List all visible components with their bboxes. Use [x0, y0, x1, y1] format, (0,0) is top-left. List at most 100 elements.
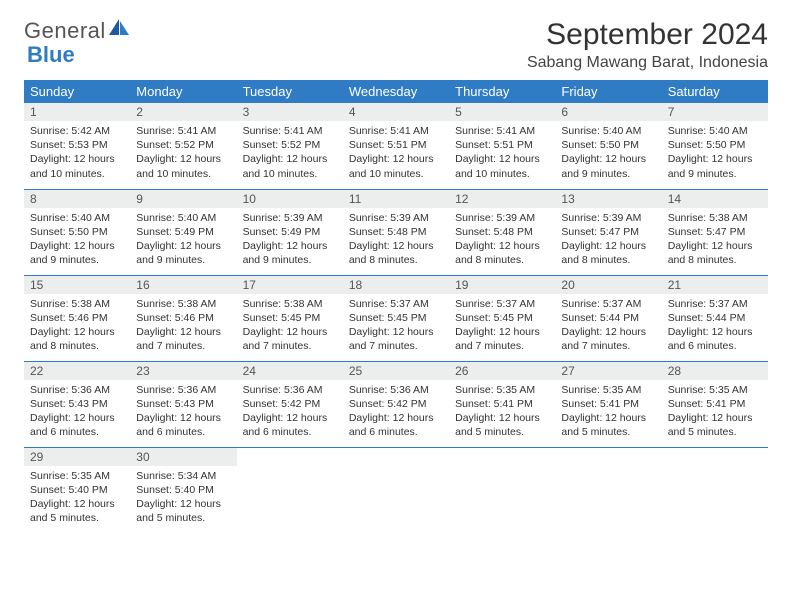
header: General September 2024 Sabang Mawang Bar…: [24, 18, 768, 72]
day-number: 18: [343, 276, 449, 294]
calendar-day-cell: 21Sunrise: 5:37 AMSunset: 5:44 PMDayligh…: [662, 275, 768, 361]
logo-text-1: General: [24, 18, 106, 44]
day-details: Sunrise: 5:36 AMSunset: 5:43 PMDaylight:…: [24, 380, 130, 444]
weekday-header: Monday: [130, 80, 236, 103]
calendar-week-row: 22Sunrise: 5:36 AMSunset: 5:43 PMDayligh…: [24, 361, 768, 447]
day-details: Sunrise: 5:40 AMSunset: 5:50 PMDaylight:…: [662, 121, 768, 185]
day-details: Sunrise: 5:38 AMSunset: 5:47 PMDaylight:…: [662, 208, 768, 272]
day-details: Sunrise: 5:40 AMSunset: 5:50 PMDaylight:…: [24, 208, 130, 272]
day-number: 5: [449, 103, 555, 121]
calendar-day-cell: 25Sunrise: 5:36 AMSunset: 5:42 PMDayligh…: [343, 361, 449, 447]
day-number: 6: [555, 103, 661, 121]
day-number: 9: [130, 190, 236, 208]
day-number: 11: [343, 190, 449, 208]
day-details: Sunrise: 5:41 AMSunset: 5:52 PMDaylight:…: [237, 121, 343, 185]
day-details: Sunrise: 5:37 AMSunset: 5:45 PMDaylight:…: [449, 294, 555, 358]
calendar-day-cell: 8Sunrise: 5:40 AMSunset: 5:50 PMDaylight…: [24, 189, 130, 275]
calendar-day-cell: 23Sunrise: 5:36 AMSunset: 5:43 PMDayligh…: [130, 361, 236, 447]
calendar-day-cell: 17Sunrise: 5:38 AMSunset: 5:45 PMDayligh…: [237, 275, 343, 361]
day-details: Sunrise: 5:42 AMSunset: 5:53 PMDaylight:…: [24, 121, 130, 185]
calendar-day-cell: 19Sunrise: 5:37 AMSunset: 5:45 PMDayligh…: [449, 275, 555, 361]
day-details: Sunrise: 5:35 AMSunset: 5:40 PMDaylight:…: [24, 466, 130, 530]
day-number: 15: [24, 276, 130, 294]
location: Sabang Mawang Barat, Indonesia: [527, 54, 768, 72]
day-number: 27: [555, 362, 661, 380]
day-number: 17: [237, 276, 343, 294]
weekday-header: Thursday: [449, 80, 555, 103]
calendar-day-cell: ..: [662, 447, 768, 533]
calendar-day-cell: 20Sunrise: 5:37 AMSunset: 5:44 PMDayligh…: [555, 275, 661, 361]
calendar-day-cell: 2Sunrise: 5:41 AMSunset: 5:52 PMDaylight…: [130, 103, 236, 189]
day-number: 1: [24, 103, 130, 121]
calendar-day-cell: 7Sunrise: 5:40 AMSunset: 5:50 PMDaylight…: [662, 103, 768, 189]
day-number: 26: [449, 362, 555, 380]
calendar-day-cell: 15Sunrise: 5:38 AMSunset: 5:46 PMDayligh…: [24, 275, 130, 361]
calendar-day-cell: 22Sunrise: 5:36 AMSunset: 5:43 PMDayligh…: [24, 361, 130, 447]
day-details: Sunrise: 5:38 AMSunset: 5:45 PMDaylight:…: [237, 294, 343, 358]
day-number: 10: [237, 190, 343, 208]
calendar-week-row: 15Sunrise: 5:38 AMSunset: 5:46 PMDayligh…: [24, 275, 768, 361]
day-details: Sunrise: 5:40 AMSunset: 5:49 PMDaylight:…: [130, 208, 236, 272]
day-details: Sunrise: 5:38 AMSunset: 5:46 PMDaylight:…: [24, 294, 130, 358]
day-number: 23: [130, 362, 236, 380]
weekday-header: Friday: [555, 80, 661, 103]
calendar-day-cell: 9Sunrise: 5:40 AMSunset: 5:49 PMDaylight…: [130, 189, 236, 275]
day-number: 16: [130, 276, 236, 294]
calendar-day-cell: 5Sunrise: 5:41 AMSunset: 5:51 PMDaylight…: [449, 103, 555, 189]
weekday-header: Sunday: [24, 80, 130, 103]
day-details: Sunrise: 5:41 AMSunset: 5:51 PMDaylight:…: [449, 121, 555, 185]
day-details: Sunrise: 5:39 AMSunset: 5:47 PMDaylight:…: [555, 208, 661, 272]
calendar-day-cell: 11Sunrise: 5:39 AMSunset: 5:48 PMDayligh…: [343, 189, 449, 275]
day-details: Sunrise: 5:37 AMSunset: 5:45 PMDaylight:…: [343, 294, 449, 358]
calendar-day-cell: 13Sunrise: 5:39 AMSunset: 5:47 PMDayligh…: [555, 189, 661, 275]
month-title: September 2024: [527, 18, 768, 52]
day-number: 8: [24, 190, 130, 208]
day-number: 24: [237, 362, 343, 380]
day-details: Sunrise: 5:41 AMSunset: 5:51 PMDaylight:…: [343, 121, 449, 185]
calendar-day-cell: ..: [343, 447, 449, 533]
day-number: 21: [662, 276, 768, 294]
day-number: 12: [449, 190, 555, 208]
day-number: 28: [662, 362, 768, 380]
logo-sail-icon: [108, 18, 130, 36]
logo: General: [24, 18, 130, 44]
calendar-day-cell: 27Sunrise: 5:35 AMSunset: 5:41 PMDayligh…: [555, 361, 661, 447]
calendar-day-cell: 6Sunrise: 5:40 AMSunset: 5:50 PMDaylight…: [555, 103, 661, 189]
day-number: 4: [343, 103, 449, 121]
day-number: 7: [662, 103, 768, 121]
day-details: Sunrise: 5:35 AMSunset: 5:41 PMDaylight:…: [449, 380, 555, 444]
day-details: Sunrise: 5:36 AMSunset: 5:43 PMDaylight:…: [130, 380, 236, 444]
calendar-day-cell: ..: [237, 447, 343, 533]
day-details: Sunrise: 5:36 AMSunset: 5:42 PMDaylight:…: [343, 380, 449, 444]
calendar-day-cell: 12Sunrise: 5:39 AMSunset: 5:48 PMDayligh…: [449, 189, 555, 275]
day-number: 19: [449, 276, 555, 294]
calendar-day-cell: 24Sunrise: 5:36 AMSunset: 5:42 PMDayligh…: [237, 361, 343, 447]
day-number: 20: [555, 276, 661, 294]
calendar-day-cell: 29Sunrise: 5:35 AMSunset: 5:40 PMDayligh…: [24, 447, 130, 533]
day-details: Sunrise: 5:41 AMSunset: 5:52 PMDaylight:…: [130, 121, 236, 185]
day-details: Sunrise: 5:39 AMSunset: 5:48 PMDaylight:…: [343, 208, 449, 272]
day-number: 2: [130, 103, 236, 121]
weekday-header: Tuesday: [237, 80, 343, 103]
calendar-week-row: 1Sunrise: 5:42 AMSunset: 5:53 PMDaylight…: [24, 103, 768, 189]
day-details: Sunrise: 5:39 AMSunset: 5:48 PMDaylight:…: [449, 208, 555, 272]
calendar-day-cell: 16Sunrise: 5:38 AMSunset: 5:46 PMDayligh…: [130, 275, 236, 361]
calendar-day-cell: ..: [449, 447, 555, 533]
day-number: 25: [343, 362, 449, 380]
weekday-header: Wednesday: [343, 80, 449, 103]
day-number: 3: [237, 103, 343, 121]
calendar-week-row: 8Sunrise: 5:40 AMSunset: 5:50 PMDaylight…: [24, 189, 768, 275]
day-details: Sunrise: 5:40 AMSunset: 5:50 PMDaylight:…: [555, 121, 661, 185]
calendar-day-cell: 10Sunrise: 5:39 AMSunset: 5:49 PMDayligh…: [237, 189, 343, 275]
calendar-header-row: SundayMondayTuesdayWednesdayThursdayFrid…: [24, 80, 768, 103]
calendar-day-cell: 30Sunrise: 5:34 AMSunset: 5:40 PMDayligh…: [130, 447, 236, 533]
title-block: September 2024 Sabang Mawang Barat, Indo…: [527, 18, 768, 72]
calendar-day-cell: 18Sunrise: 5:37 AMSunset: 5:45 PMDayligh…: [343, 275, 449, 361]
calendar-day-cell: 14Sunrise: 5:38 AMSunset: 5:47 PMDayligh…: [662, 189, 768, 275]
calendar-day-cell: 3Sunrise: 5:41 AMSunset: 5:52 PMDaylight…: [237, 103, 343, 189]
calendar-week-row: 29Sunrise: 5:35 AMSunset: 5:40 PMDayligh…: [24, 447, 768, 533]
day-details: Sunrise: 5:35 AMSunset: 5:41 PMDaylight:…: [555, 380, 661, 444]
day-details: Sunrise: 5:35 AMSunset: 5:41 PMDaylight:…: [662, 380, 768, 444]
calendar-day-cell: 28Sunrise: 5:35 AMSunset: 5:41 PMDayligh…: [662, 361, 768, 447]
day-number: 29: [24, 448, 130, 466]
